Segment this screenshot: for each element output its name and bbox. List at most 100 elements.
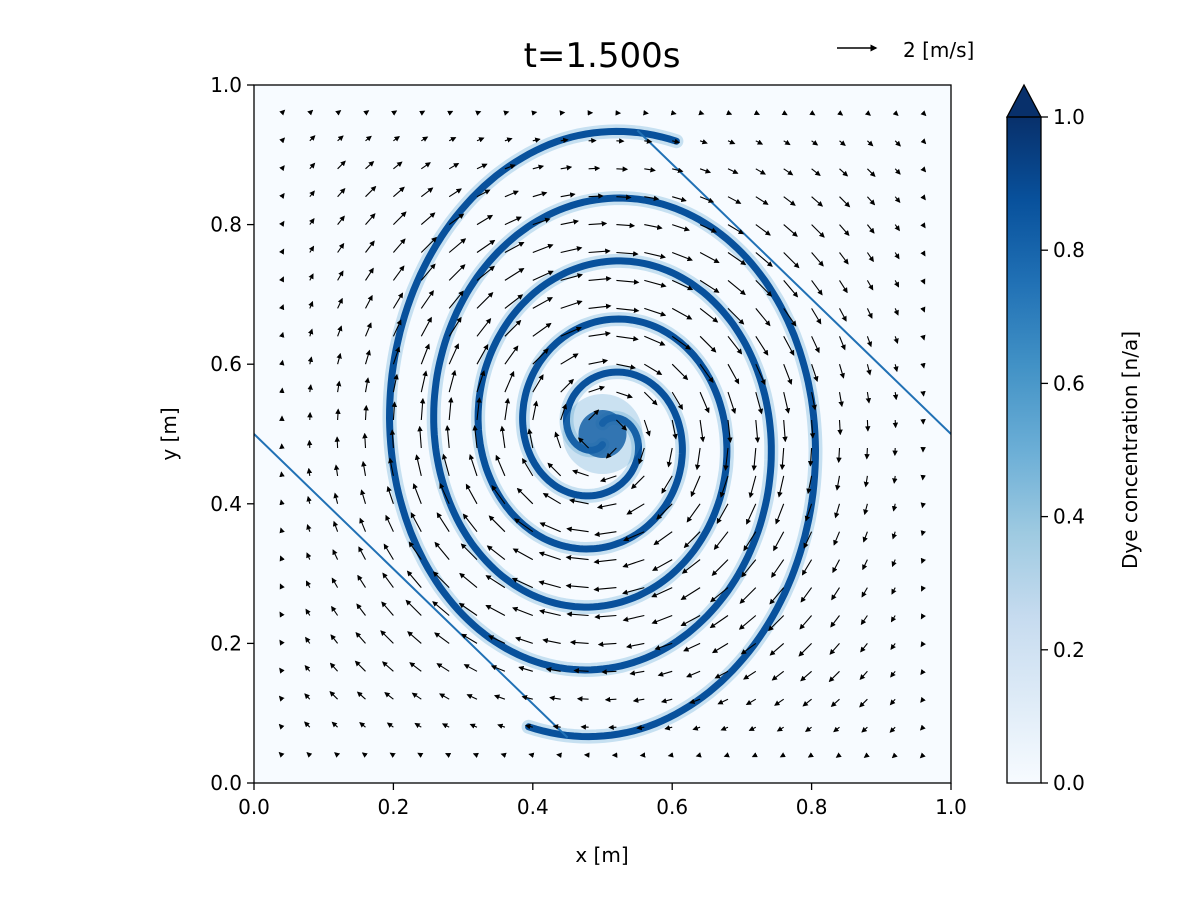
- velocity-arrow: [829, 643, 840, 655]
- velocity-arrow: [365, 267, 374, 281]
- velocity-arrow: [920, 110, 927, 117]
- velocity-arrow: [444, 425, 451, 449]
- y-tick-label: 1.0: [210, 73, 242, 97]
- velocity-arrow: [465, 483, 478, 505]
- velocity-arrow: [626, 503, 645, 515]
- velocity-arrow: [306, 523, 312, 532]
- velocity-arrow: [890, 643, 896, 650]
- x-axis-label: x [m]: [575, 843, 628, 867]
- velocity-arrow: [695, 752, 702, 758]
- velocity-arrow: [755, 139, 764, 145]
- velocity-arrow: [804, 503, 813, 522]
- velocity-arrow: [306, 552, 312, 560]
- velocity-arrow: [891, 752, 898, 759]
- velocity-arrow: [475, 110, 482, 116]
- velocity-arrow: [894, 252, 900, 260]
- velocity-arrow: [448, 213, 465, 226]
- velocity-arrow: [616, 307, 640, 314]
- velocity-arrow: [588, 220, 608, 227]
- velocity-arrow: [308, 328, 314, 337]
- velocity-arrow: [920, 194, 926, 201]
- velocity-arrow: [336, 352, 342, 365]
- velocity-arrow: [833, 531, 841, 546]
- velocity-arrow: [333, 464, 340, 476]
- velocity-arrow: [893, 336, 899, 345]
- velocity-arrow: [643, 110, 649, 116]
- velocity-arrow: [596, 503, 617, 510]
- velocity-arrow: [672, 167, 684, 173]
- velocity-arrow: [476, 239, 496, 253]
- velocity-arrow: [386, 722, 394, 728]
- velocity-arrow: [892, 110, 899, 117]
- velocity-arrow: [692, 725, 701, 731]
- velocity-arrow: [644, 224, 663, 230]
- velocity-arrow: [672, 196, 687, 203]
- velocity-arrow: [279, 331, 285, 338]
- velocity-arrow: [279, 220, 285, 227]
- velocity-arrow: [716, 503, 729, 524]
- velocity-arrow: [727, 196, 742, 204]
- velocity-arrow: [720, 725, 729, 731]
- velocity-arrow: [717, 698, 729, 705]
- velocity-arrow: [420, 343, 430, 365]
- velocity-arrow: [382, 572, 394, 588]
- velocity-arrow: [755, 363, 766, 386]
- velocity-arrow: [894, 140, 901, 147]
- velocity-arrow: [727, 363, 740, 385]
- velocity-arrow: [393, 136, 400, 142]
- velocity-arrow: [539, 609, 561, 617]
- velocity-arrow: [279, 639, 285, 646]
- velocity-arrow: [279, 276, 284, 283]
- velocity-arrow: [279, 359, 285, 366]
- velocity-arrow: [279, 527, 285, 534]
- velocity-arrow: [709, 615, 729, 629]
- velocity-arrow: [504, 137, 513, 143]
- velocity-arrow: [727, 335, 743, 355]
- velocity-arrow: [365, 135, 372, 142]
- velocity-arrow: [405, 599, 422, 616]
- velocity-arrow: [560, 137, 569, 144]
- velocity-arrow: [867, 168, 876, 177]
- velocity-arrow: [711, 642, 729, 654]
- velocity-arrow: [542, 638, 561, 644]
- velocity-arrow: [686, 670, 701, 678]
- velocity-arrow: [919, 752, 926, 759]
- velocity-arrow: [306, 467, 313, 476]
- velocity-arrow: [690, 475, 701, 498]
- velocity-arrow: [448, 369, 457, 393]
- velocity-arrow: [388, 457, 394, 477]
- velocity-arrow: [800, 587, 813, 603]
- velocity-arrow: [486, 545, 506, 561]
- velocity-arrow: [305, 636, 311, 644]
- velocity-arrow: [305, 608, 311, 616]
- velocity-arrow: [867, 140, 874, 147]
- velocity-arrow: [605, 447, 617, 459]
- velocity-arrow: [891, 559, 897, 568]
- velocity-arrow: [920, 669, 926, 676]
- velocity-arrow: [653, 531, 673, 546]
- dye-edge-streak: [636, 129, 951, 435]
- velocity-arrow: [386, 486, 394, 504]
- velocity-arrow: [552, 724, 561, 730]
- velocity-arrow: [472, 425, 478, 449]
- velocity-arrow: [329, 662, 339, 672]
- velocity-arrow: [420, 212, 436, 226]
- velocity-arrow: [458, 602, 478, 616]
- velocity-arrow: [511, 577, 534, 589]
- velocity-arrow: [532, 374, 544, 393]
- velocity-arrow: [710, 587, 729, 603]
- velocity-arrow: [392, 265, 405, 281]
- velocity-arrow: [746, 503, 757, 525]
- velocity-arrow: [335, 380, 342, 393]
- velocity-arrow: [439, 482, 450, 505]
- velocity-arrow: [771, 670, 785, 681]
- velocity-arrow: [699, 139, 708, 145]
- velocity-arrow: [448, 316, 462, 337]
- velocity-arrow: [448, 343, 459, 365]
- velocity-arrow: [363, 110, 370, 116]
- velocity-arrow: [740, 642, 757, 655]
- velocity-arrow: [681, 559, 701, 574]
- velocity-arrow: [359, 517, 367, 532]
- velocity-arrow: [644, 167, 656, 173]
- velocity-arrow: [304, 693, 311, 700]
